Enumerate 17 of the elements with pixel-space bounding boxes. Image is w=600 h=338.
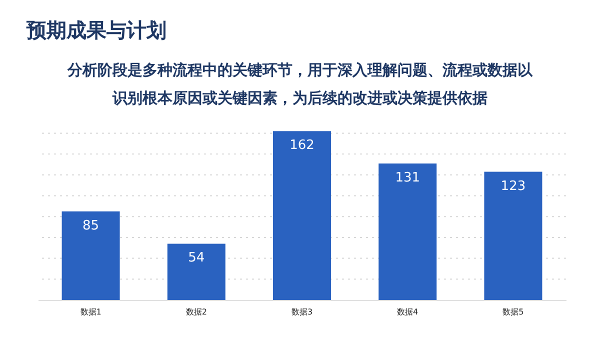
data-label: 54 (188, 250, 205, 266)
data-label: 131 (395, 170, 420, 186)
chart-subtitle: 分析阶段是多种流程中的关键环节，用于深入理解问题、流程或数据以识别根本原因或关键因素，为后续的改进或决策提供依据 (66, 61, 534, 107)
data-label: 85 (82, 218, 100, 234)
data-label: 123 (500, 178, 526, 194)
chart-title: 预期成果与计划 (26, 18, 166, 42)
bar (484, 172, 542, 300)
bar (378, 163, 437, 300)
bar (273, 131, 331, 300)
x-tick-label: 数据2 (186, 308, 207, 316)
data-label: 162 (290, 138, 314, 154)
bar (62, 211, 120, 300)
x-tick-label: 数据3 (291, 308, 313, 316)
bar (167, 244, 226, 300)
x-tick-label: 数据1 (80, 308, 102, 316)
x-tick-label: 数据4 (397, 308, 418, 316)
x-tick-label: 数据5 (502, 308, 524, 316)
